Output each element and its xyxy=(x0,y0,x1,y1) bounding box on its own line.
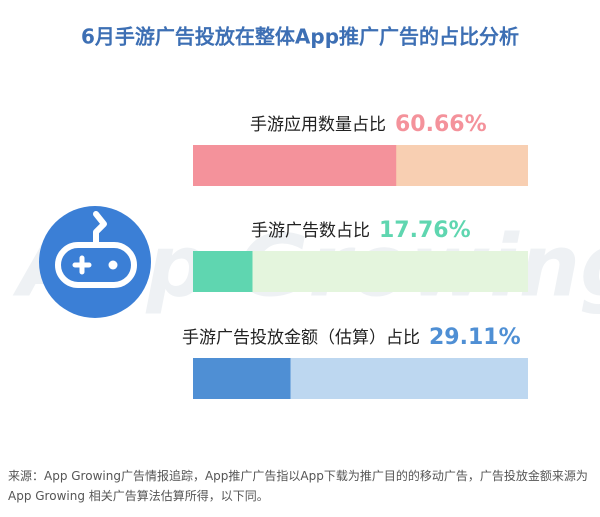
bar-label: 手游广告数占比 xyxy=(251,221,370,241)
value-label: 29.11% xyxy=(429,325,521,350)
source-note: 来源：App Growing广告情报追踪，App推广广告指以App下载为推广目的… xyxy=(8,469,588,503)
value-label: 60.66% xyxy=(395,112,487,137)
gamepad-icon xyxy=(39,206,151,318)
bar xyxy=(193,145,397,186)
bar xyxy=(193,251,253,292)
bar-label: 手游广告投放金额（估算）占比 xyxy=(182,328,420,348)
bar-label: 手游应用数量占比 xyxy=(250,115,386,135)
value-label: 17.76% xyxy=(379,218,471,243)
chart-title: 6月手游广告投放在整体App推广广告的占比分析 xyxy=(81,25,519,49)
bar xyxy=(193,358,291,399)
